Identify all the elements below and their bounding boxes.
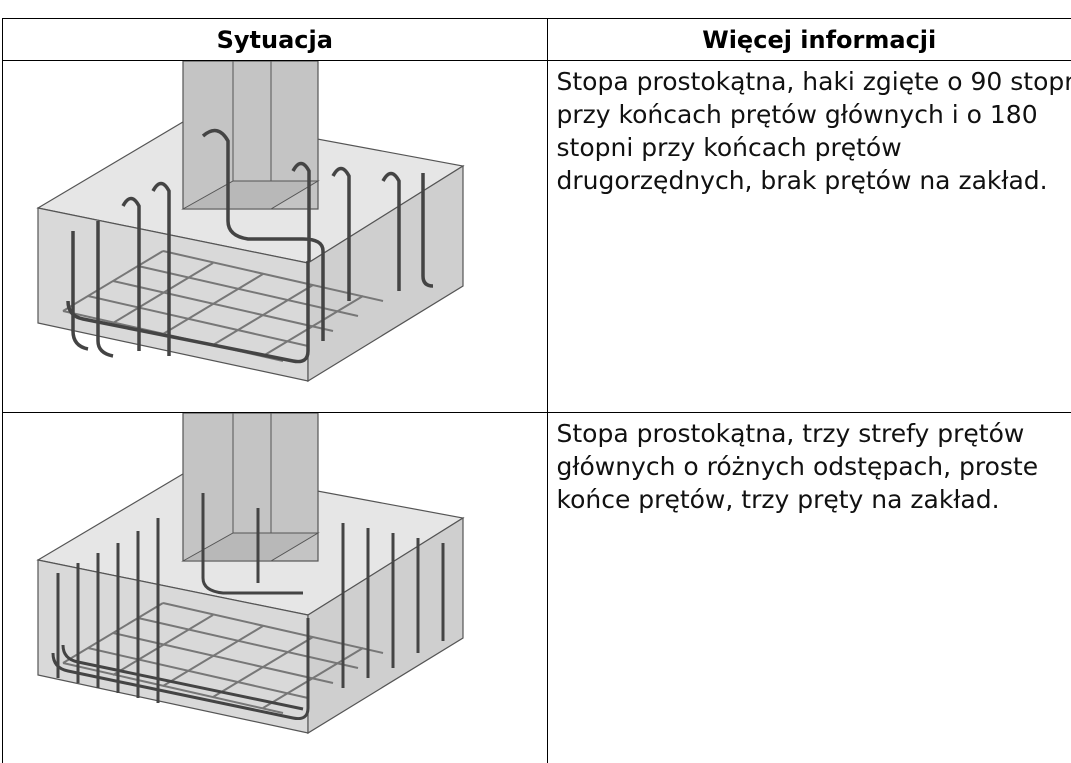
footing-illustration [3,413,546,759]
header-cell: Sytuacja [3,19,548,61]
header-row: Sytuacja Więcej informacji [3,19,1071,61]
footing-illustration [3,61,546,412]
row: Stopa prostokątna, haki zgięte o 90 stop… [3,61,1071,413]
header-cell: Więcej informacji [547,19,1071,61]
image-cell [3,61,548,413]
info-table: Sytuacja Więcej informacji Stopa prostok… [2,18,1071,763]
image-cell [3,413,548,763]
description: Stopa prostokątna, trzy strefy prętów gł… [547,413,1071,763]
row: Stopa prostokątna, trzy strefy prętów gł… [3,413,1071,763]
description: Stopa prostokątna, haki zgięte o 90 stop… [547,61,1071,413]
